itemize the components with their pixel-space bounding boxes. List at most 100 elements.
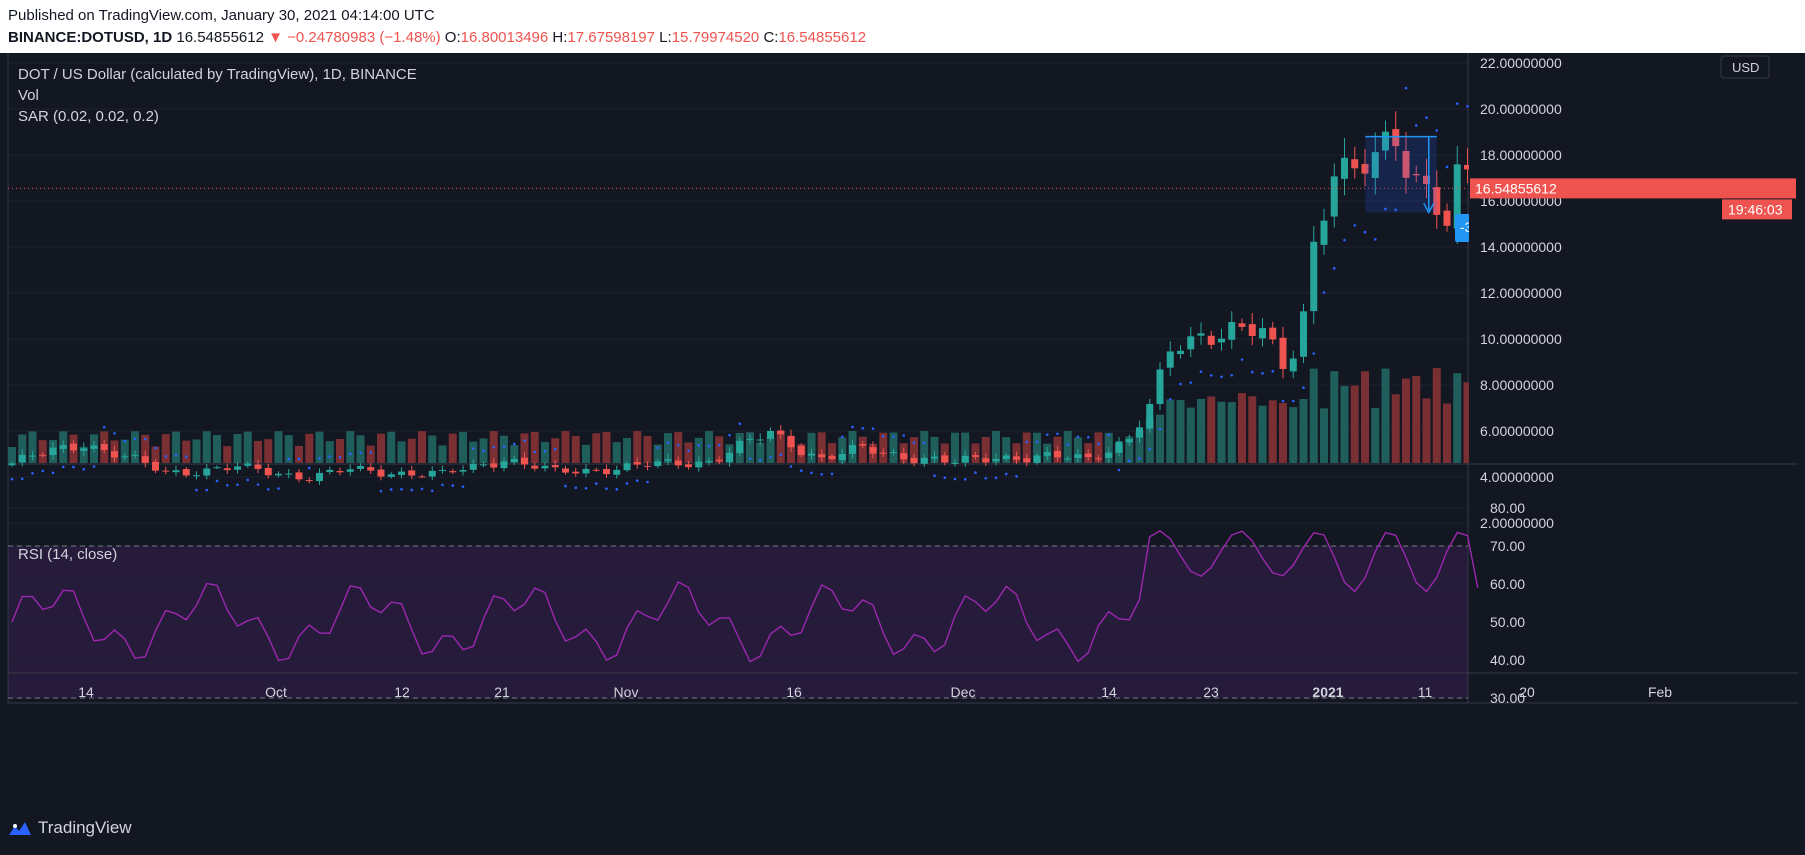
candle-body (1033, 455, 1041, 463)
volume-bar (8, 447, 16, 463)
candle-body (705, 461, 713, 463)
volume-bar (920, 431, 929, 463)
sar-dot (10, 477, 14, 481)
sar-dot (61, 465, 65, 469)
sar-dot (215, 479, 219, 483)
candle-body (777, 430, 785, 435)
volume-bar (1350, 385, 1359, 463)
sar-dot (635, 479, 639, 483)
volume-bar (981, 436, 990, 463)
candle-body (603, 468, 610, 475)
volume-bar (1002, 437, 1011, 463)
candle-body (715, 459, 723, 462)
candle-body (900, 453, 908, 460)
volume-bar (879, 432, 888, 463)
volume-bar (602, 432, 611, 463)
volume-bar (633, 431, 642, 463)
sar-dot (933, 474, 936, 477)
candle-body (29, 455, 36, 457)
candle-body (787, 435, 795, 448)
sar-dot (543, 450, 547, 453)
candle-body (59, 445, 67, 449)
volume-bar (561, 431, 570, 463)
sar-dot (656, 446, 660, 450)
last-price-tag (1470, 178, 1796, 199)
candle-body (1351, 159, 1359, 169)
candle-body (1289, 358, 1297, 372)
volume-bar (1094, 432, 1103, 463)
sar-dot (102, 425, 106, 429)
price-tick-label: 18.00000000 (1480, 147, 1562, 163)
candle-body (1238, 323, 1246, 327)
candle-body (223, 468, 231, 471)
candle-body (111, 451, 118, 458)
chart-area[interactable]: -3.30364275 (−17.61%) -33036427522.00000… (0, 53, 1805, 810)
sar-dot (113, 431, 116, 435)
sar-dot (1189, 381, 1193, 384)
candle-body (459, 469, 467, 472)
candle-body (1177, 350, 1184, 355)
candle-body (644, 465, 651, 467)
candle-body (1228, 322, 1236, 340)
candle-body (469, 463, 477, 470)
sar-dot (205, 488, 209, 492)
sar-dot (1435, 129, 1439, 132)
candle-body (746, 438, 754, 440)
sar-dot (492, 445, 496, 449)
sar-dot (728, 433, 731, 437)
sar-dot (20, 477, 24, 481)
candle-body (367, 467, 375, 471)
volume-bar (776, 431, 785, 463)
candle-body (1248, 324, 1256, 336)
rsi-tick-label: 70.00 (1490, 538, 1525, 554)
low-label: L: (659, 29, 672, 46)
volume-bar (1330, 371, 1339, 463)
rsi-line (11, 530, 1479, 663)
sar-dot (143, 437, 147, 441)
candle-body (8, 463, 16, 466)
volume-bar (1238, 393, 1246, 463)
sar-dot (41, 469, 45, 473)
candle-body (541, 465, 549, 469)
candle-body (951, 462, 959, 464)
volume-bar (120, 439, 129, 463)
volume-bar (1463, 382, 1472, 463)
sar-dot (195, 488, 198, 492)
candle-body (992, 458, 1000, 462)
candle-body (1320, 220, 1328, 245)
candle-body (1043, 452, 1051, 456)
price-chart[interactable]: -3.30364275 (−17.61%) -33036427522.00000… (0, 53, 1805, 810)
volume-bar (336, 438, 344, 463)
candle-body (254, 464, 262, 469)
candle-body (1341, 157, 1348, 179)
sar-dot (348, 452, 352, 456)
candle-body (920, 458, 928, 464)
price-tick-label: 14.00000000 (1480, 239, 1562, 255)
sar-dot (1373, 238, 1377, 241)
candle-body (1074, 454, 1082, 458)
rsi-tick-label: 40.00 (1490, 652, 1525, 668)
candle-body (387, 474, 395, 477)
open-label: O: (444, 29, 461, 46)
price-tick-label: 12.00000000 (1480, 285, 1562, 301)
sar-dot (758, 459, 762, 462)
tradingview-brand[interactable]: TradingView (8, 818, 132, 838)
volume-bar (459, 431, 467, 463)
candle-body (982, 458, 990, 463)
volume-bar (407, 438, 416, 463)
time-tick-label: 12 (394, 684, 410, 700)
candle-body (1095, 458, 1102, 460)
candle-body (264, 467, 272, 476)
sar-dot (277, 487, 280, 490)
volume-bar (1258, 405, 1267, 463)
volume-bar (387, 431, 396, 463)
volume-bar (756, 442, 765, 463)
sar-dot (553, 447, 557, 451)
sar-dot (1158, 427, 1162, 431)
candle-body (500, 461, 508, 469)
sar-dot (1025, 440, 1029, 444)
volume-bar (1381, 368, 1390, 463)
high-label: H: (552, 29, 568, 46)
candle-body (1433, 187, 1441, 215)
sar-dot (1015, 475, 1018, 478)
